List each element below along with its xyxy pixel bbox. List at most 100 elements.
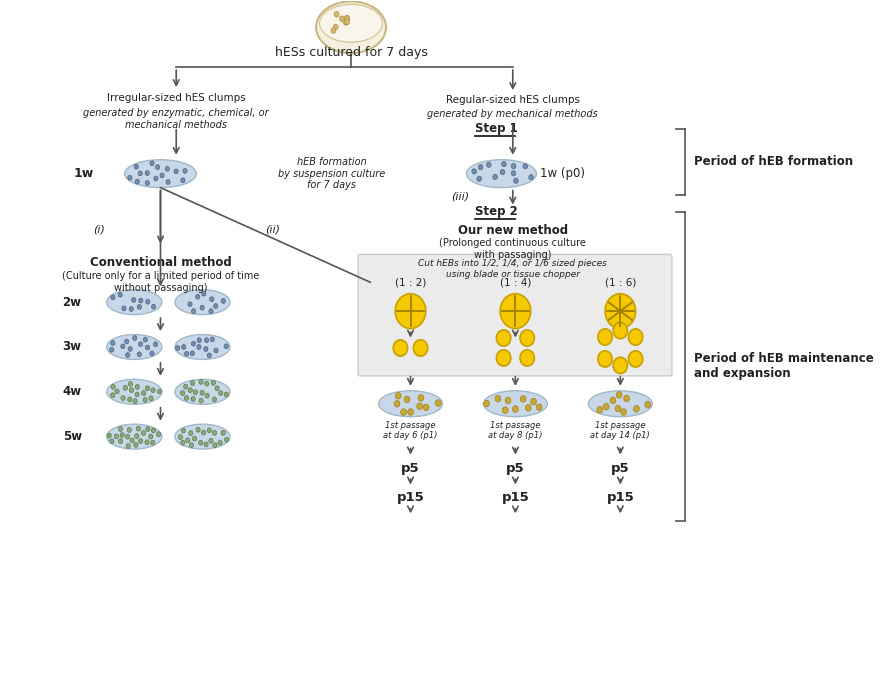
Circle shape bbox=[166, 180, 170, 185]
Text: Step 1: Step 1 bbox=[476, 122, 518, 135]
Circle shape bbox=[520, 330, 534, 346]
Circle shape bbox=[150, 161, 154, 166]
Ellipse shape bbox=[316, 1, 386, 53]
Text: Irregular-sized hES clumps: Irregular-sized hES clumps bbox=[107, 93, 246, 103]
Circle shape bbox=[139, 342, 142, 347]
Text: p5: p5 bbox=[507, 462, 525, 475]
Circle shape bbox=[192, 308, 195, 313]
Circle shape bbox=[141, 431, 146, 436]
Circle shape bbox=[130, 438, 134, 443]
Text: 1st passage
at day 14 (p1): 1st passage at day 14 (p1) bbox=[591, 421, 650, 440]
Circle shape bbox=[191, 341, 195, 346]
Circle shape bbox=[188, 431, 193, 436]
Circle shape bbox=[523, 163, 528, 169]
Circle shape bbox=[520, 350, 534, 366]
Circle shape bbox=[126, 444, 130, 449]
Text: Regular-sized hES clumps: Regular-sized hES clumps bbox=[446, 95, 580, 105]
Circle shape bbox=[225, 392, 228, 397]
Circle shape bbox=[511, 171, 515, 176]
Circle shape bbox=[125, 339, 129, 344]
Circle shape bbox=[525, 404, 531, 411]
Circle shape bbox=[120, 433, 125, 438]
Circle shape bbox=[118, 292, 122, 297]
Circle shape bbox=[404, 396, 410, 403]
Circle shape bbox=[138, 171, 142, 176]
Text: generated by mechanical methods: generated by mechanical methods bbox=[427, 109, 598, 119]
Text: (i): (i) bbox=[94, 224, 105, 235]
Circle shape bbox=[511, 163, 515, 169]
Circle shape bbox=[203, 347, 208, 352]
Text: 1st passage
at day 8 (p1): 1st passage at day 8 (p1) bbox=[488, 421, 543, 440]
Ellipse shape bbox=[175, 290, 230, 315]
Circle shape bbox=[221, 298, 225, 303]
Text: 2w: 2w bbox=[63, 295, 81, 308]
Circle shape bbox=[393, 340, 408, 356]
Circle shape bbox=[530, 398, 537, 405]
Circle shape bbox=[132, 298, 136, 302]
Circle shape bbox=[598, 351, 613, 367]
Circle shape bbox=[118, 438, 123, 443]
Circle shape bbox=[110, 341, 115, 345]
Circle shape bbox=[414, 340, 428, 356]
Text: (1 : 4): (1 : 4) bbox=[499, 277, 531, 287]
Circle shape bbox=[146, 345, 149, 350]
Circle shape bbox=[180, 391, 185, 395]
Circle shape bbox=[134, 434, 139, 438]
Circle shape bbox=[143, 337, 148, 342]
Circle shape bbox=[115, 389, 119, 394]
Circle shape bbox=[181, 428, 186, 433]
Circle shape bbox=[127, 175, 132, 180]
Circle shape bbox=[408, 409, 414, 415]
Circle shape bbox=[495, 395, 500, 402]
Circle shape bbox=[139, 438, 143, 443]
Circle shape bbox=[613, 322, 628, 339]
Circle shape bbox=[191, 397, 195, 402]
Circle shape bbox=[435, 399, 441, 406]
Circle shape bbox=[129, 388, 133, 393]
Circle shape bbox=[345, 15, 349, 21]
Circle shape bbox=[603, 404, 609, 410]
Circle shape bbox=[395, 393, 401, 399]
Text: 1w (p0): 1w (p0) bbox=[540, 167, 585, 180]
Circle shape bbox=[472, 169, 476, 174]
Text: Step 2: Step 2 bbox=[476, 205, 518, 218]
Circle shape bbox=[218, 391, 223, 395]
Circle shape bbox=[135, 179, 140, 184]
Text: hESs cultured for 7 days: hESs cultured for 7 days bbox=[275, 46, 428, 59]
Circle shape bbox=[186, 438, 190, 443]
Circle shape bbox=[143, 397, 147, 402]
Circle shape bbox=[156, 165, 160, 170]
Text: hEB formation
by suspension culture
for 7 days: hEB formation by suspension culture for … bbox=[278, 157, 385, 190]
Circle shape bbox=[133, 399, 137, 404]
Text: 1st passage
at day 6 (p1): 1st passage at day 6 (p1) bbox=[384, 421, 438, 440]
Circle shape bbox=[497, 350, 511, 366]
Circle shape bbox=[160, 173, 164, 178]
Circle shape bbox=[212, 430, 217, 435]
Circle shape bbox=[110, 439, 114, 444]
Circle shape bbox=[127, 428, 132, 432]
Circle shape bbox=[150, 351, 154, 356]
Circle shape bbox=[126, 434, 130, 439]
Circle shape bbox=[146, 300, 150, 304]
Circle shape bbox=[110, 295, 115, 300]
Circle shape bbox=[128, 382, 133, 386]
Circle shape bbox=[211, 380, 216, 385]
Circle shape bbox=[183, 168, 187, 173]
Circle shape bbox=[597, 406, 603, 413]
Ellipse shape bbox=[175, 424, 230, 449]
Circle shape bbox=[121, 396, 126, 401]
Circle shape bbox=[199, 380, 203, 384]
Circle shape bbox=[194, 390, 197, 395]
Text: Conventional method: Conventional method bbox=[89, 256, 232, 269]
Circle shape bbox=[190, 351, 194, 356]
Circle shape bbox=[395, 293, 426, 328]
Circle shape bbox=[513, 406, 518, 412]
Circle shape bbox=[478, 165, 483, 170]
Circle shape bbox=[145, 440, 149, 445]
Text: p15: p15 bbox=[397, 491, 424, 504]
Circle shape bbox=[114, 434, 118, 438]
Circle shape bbox=[137, 352, 141, 356]
Circle shape bbox=[202, 430, 206, 435]
Text: (Prolonged continuous culture
with passaging): (Prolonged continuous culture with passa… bbox=[439, 239, 586, 260]
Circle shape bbox=[197, 345, 201, 350]
